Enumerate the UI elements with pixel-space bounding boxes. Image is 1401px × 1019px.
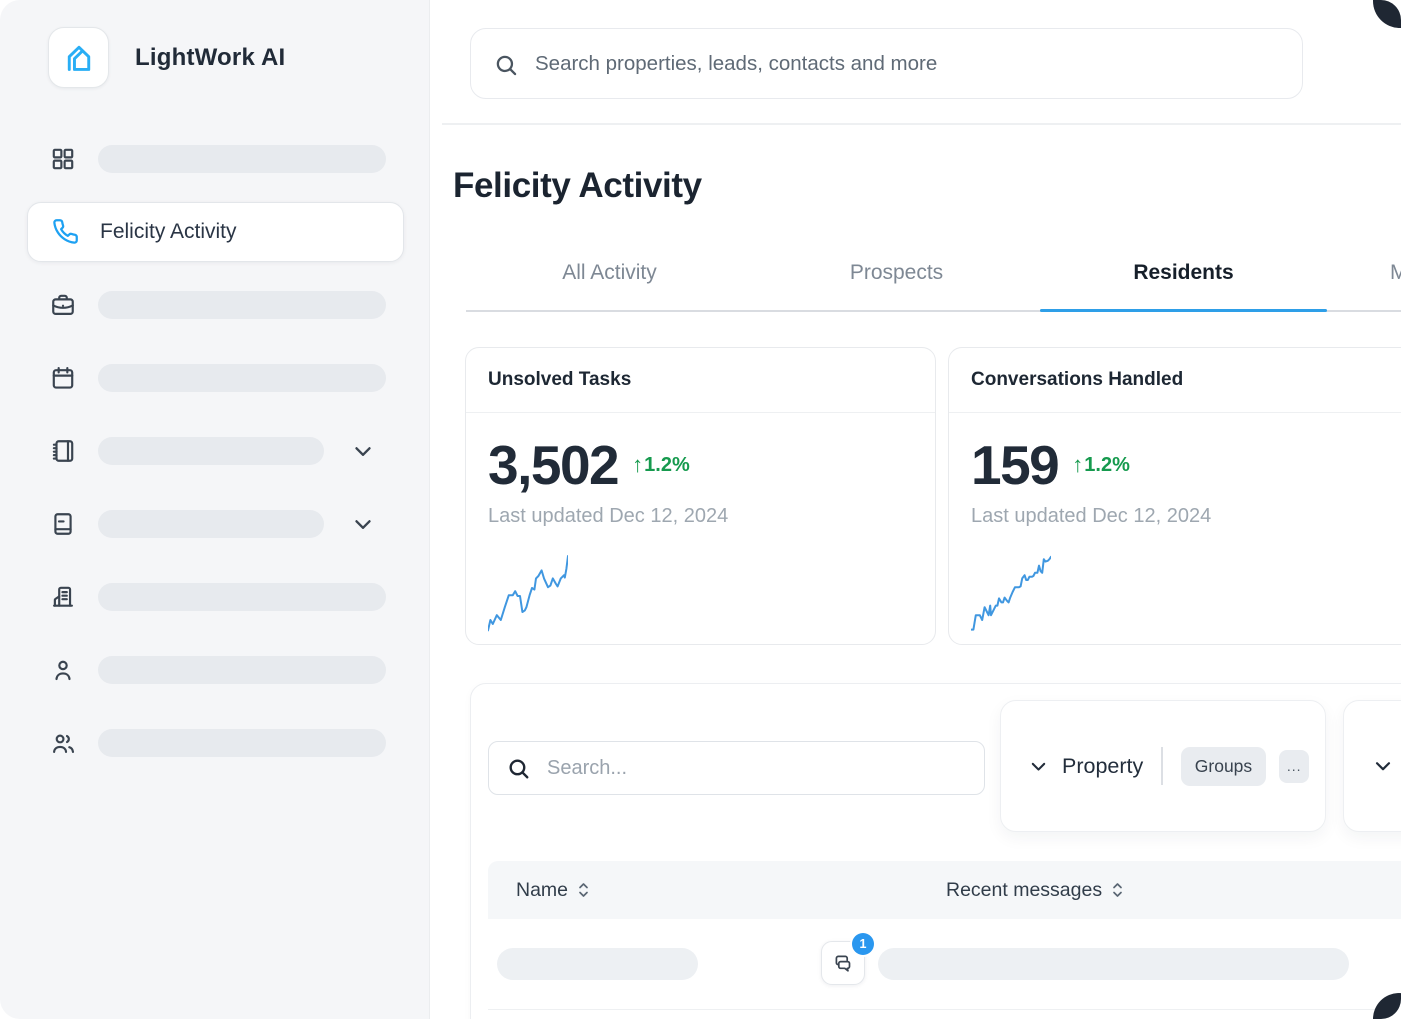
table-header: Name Recent messages bbox=[488, 861, 1401, 919]
sidebar-item-felicity-activity[interactable]: Felicity Activity bbox=[27, 202, 404, 262]
chevron-down-icon[interactable] bbox=[350, 438, 376, 464]
tab-prospects[interactable]: Prospects bbox=[849, 261, 944, 284]
skeleton-label bbox=[98, 729, 386, 757]
tab-bar: All Activity Prospects Residents M bbox=[466, 243, 1401, 312]
search-icon bbox=[506, 756, 531, 781]
chat-bubbles-icon bbox=[835, 955, 851, 972]
property-filter[interactable]: Property Groups ... bbox=[1000, 700, 1326, 832]
stat-updated: Last updated Dec 12, 2024 bbox=[971, 505, 1212, 527]
header-divider bbox=[442, 123, 1401, 125]
app-logo[interactable] bbox=[48, 27, 109, 88]
sort-icon bbox=[579, 883, 588, 897]
skeleton-label bbox=[98, 583, 386, 611]
row-divider bbox=[488, 1009, 1401, 1010]
skeleton-label bbox=[98, 145, 386, 173]
stat-card-unsolved-tasks: Unsolved Tasks 3,502 ↑ 1.2% Last updated… bbox=[465, 347, 936, 645]
avatar[interactable] bbox=[1373, 0, 1401, 28]
stat-delta: ↑ 1.2% bbox=[632, 452, 690, 477]
tab-clipped[interactable]: M bbox=[1390, 261, 1401, 284]
sort-icon bbox=[1113, 883, 1122, 897]
vertical-divider bbox=[1161, 747, 1163, 785]
stat-updated: Last updated Dec 12, 2024 bbox=[488, 505, 729, 527]
chevron-down-icon[interactable] bbox=[350, 511, 376, 537]
property-filter-label: Property bbox=[1062, 753, 1144, 778]
skeleton-label bbox=[98, 510, 324, 538]
stat-card-title: Unsolved Tasks bbox=[466, 348, 935, 413]
unread-count-badge: 1 bbox=[852, 933, 874, 955]
sparkline-chart bbox=[971, 552, 1051, 632]
global-search[interactable] bbox=[470, 28, 1303, 99]
user-icon bbox=[49, 656, 77, 684]
tab-all-activity[interactable]: All Activity bbox=[562, 261, 657, 284]
chevron-down-icon bbox=[1375, 762, 1391, 771]
stat-value: 3,502 bbox=[488, 434, 620, 496]
global-search-input[interactable] bbox=[533, 29, 1286, 98]
calendar-icon bbox=[49, 364, 77, 392]
skeleton-label bbox=[98, 437, 324, 465]
sidebar-item-users[interactable] bbox=[0, 729, 429, 757]
more-options-button[interactable]: ... bbox=[1279, 749, 1310, 783]
secondary-filter[interactable] bbox=[1343, 700, 1401, 832]
tab-residents[interactable]: Residents bbox=[1040, 243, 1327, 312]
sparkline-chart bbox=[488, 552, 568, 632]
house-logo-icon bbox=[67, 45, 90, 71]
column-header-recent-messages[interactable]: Recent messages bbox=[946, 861, 1124, 919]
skeleton-name bbox=[497, 948, 698, 980]
sidebar-item-calendar[interactable] bbox=[0, 364, 429, 392]
groups-button[interactable]: Groups bbox=[1180, 746, 1267, 786]
sidebar-item-user[interactable] bbox=[0, 656, 429, 684]
search-icon bbox=[493, 52, 519, 78]
trend-up-icon: ↑ bbox=[632, 452, 644, 477]
sidebar-item-journal[interactable] bbox=[0, 510, 429, 538]
brand: LightWork AI bbox=[48, 27, 285, 88]
skeleton-label bbox=[98, 364, 386, 392]
skeleton-message bbox=[878, 948, 1349, 980]
skeleton-label bbox=[98, 656, 386, 684]
list-search[interactable] bbox=[488, 741, 985, 795]
dashboard-grid-icon bbox=[49, 145, 77, 173]
sidebar-item-label: Felicity Activity bbox=[100, 220, 237, 243]
column-header-name[interactable]: Name bbox=[516, 861, 590, 919]
stat-value: 159 bbox=[971, 434, 1060, 496]
main-content: Felicity Activity All Activity Prospects… bbox=[430, 0, 1401, 1019]
stat-delta: ↑ 1.2% bbox=[1072, 452, 1130, 477]
sidebar: LightWork AI Felicity Activity bbox=[0, 0, 430, 1019]
messages-button[interactable]: 1 bbox=[821, 933, 874, 985]
sidebar-item-briefcase[interactable] bbox=[0, 291, 429, 319]
table-row[interactable]: 1 bbox=[471, 919, 1401, 1009]
skeleton-label bbox=[98, 291, 386, 319]
app-title: LightWork AI bbox=[135, 43, 286, 71]
journal-icon bbox=[49, 510, 77, 538]
briefcase-icon bbox=[49, 291, 77, 319]
stat-card-conversations-handled: Conversations Handled 159 ↑ 1.2% Last up… bbox=[948, 347, 1401, 645]
stat-card-title: Conversations Handled bbox=[949, 348, 1401, 413]
users-icon bbox=[49, 729, 77, 757]
page-title: Felicity Activity bbox=[453, 166, 702, 205]
chevron-down-icon bbox=[1031, 762, 1046, 771]
sidebar-item-dashboard[interactable] bbox=[0, 145, 429, 173]
building-icon bbox=[49, 583, 77, 611]
phone-icon bbox=[52, 218, 80, 246]
sidebar-item-building[interactable] bbox=[0, 583, 429, 611]
trend-up-icon: ↑ bbox=[1072, 452, 1084, 477]
notebook-icon bbox=[49, 437, 77, 465]
residents-list-panel: Name Recent messages bbox=[470, 683, 1401, 1019]
list-search-input[interactable] bbox=[545, 742, 972, 794]
sidebar-item-notebook[interactable] bbox=[0, 437, 429, 465]
